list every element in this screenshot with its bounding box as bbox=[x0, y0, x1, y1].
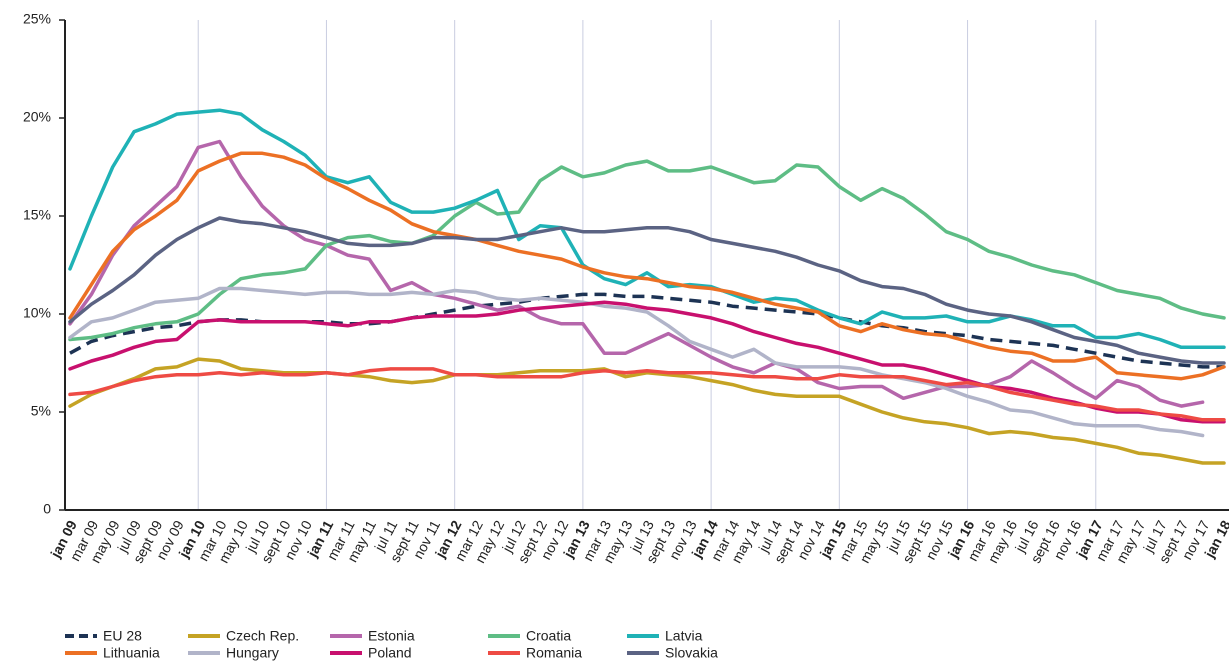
legend-label: Romania bbox=[526, 645, 582, 661]
series-line bbox=[68, 286, 1205, 438]
series-line bbox=[68, 151, 1226, 381]
series-line bbox=[68, 216, 1226, 365]
legend-label: Lithuania bbox=[103, 645, 160, 661]
series-line bbox=[68, 300, 1226, 424]
legend-label: Slovakia bbox=[665, 645, 718, 661]
y-tick-label: 0 bbox=[43, 501, 51, 517]
legend-label: Czech Rep. bbox=[226, 628, 299, 644]
series-line bbox=[68, 357, 1226, 465]
legend-label: Estonia bbox=[368, 628, 415, 644]
y-tick-label: 15% bbox=[23, 207, 51, 223]
legend-label: Hungary bbox=[226, 645, 279, 661]
y-tick-label: 10% bbox=[23, 305, 51, 321]
y-tick-label: 20% bbox=[23, 109, 51, 125]
y-tick-label: 5% bbox=[31, 403, 51, 419]
series-line bbox=[68, 139, 1205, 408]
legend-label: Croatia bbox=[526, 628, 571, 644]
series-line bbox=[68, 159, 1226, 342]
series-line bbox=[68, 108, 1226, 350]
series-line bbox=[68, 367, 1226, 422]
y-tick-label: 25% bbox=[23, 11, 51, 27]
legend-label: Poland bbox=[368, 645, 412, 661]
legend-label: Latvia bbox=[665, 628, 703, 644]
legend-label: EU 28 bbox=[103, 628, 142, 644]
